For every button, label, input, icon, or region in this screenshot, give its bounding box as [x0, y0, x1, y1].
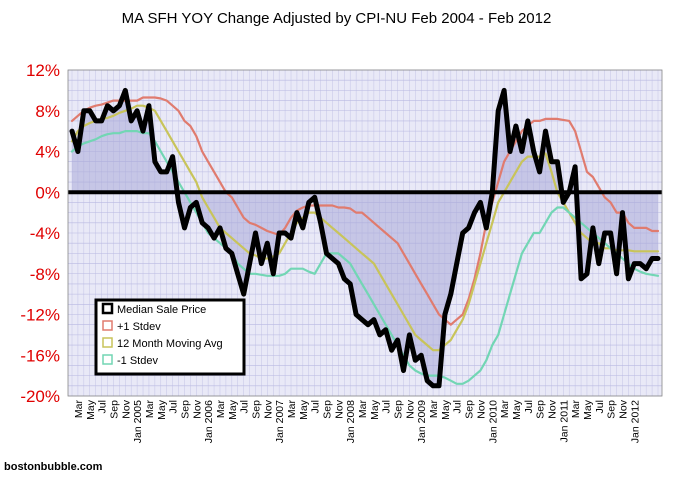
x-tick-label: Sep: [464, 400, 476, 419]
x-tick-label: Jul: [239, 400, 251, 413]
median-price-area-fill: [72, 90, 658, 386]
y-tick-label: -20%: [20, 387, 60, 406]
x-tick-label: Sep: [179, 400, 191, 419]
legend-box: [94, 298, 246, 376]
x-tick-label: May: [511, 399, 523, 420]
x-tick-label: May: [369, 399, 381, 420]
chart-title: MA SFH YOY Change Adjusted by CPI-NU Feb…: [121, 10, 552, 27]
x-tick-label: Jul: [381, 400, 393, 413]
legend-swatch: [102, 320, 113, 331]
x-tick-label: Jul: [97, 400, 109, 413]
x-tick-label: Nov: [120, 399, 132, 418]
x-tick-label: Jan 2009: [416, 400, 428, 443]
legend: Median Sale Price +1 Stdev 12 Month Moving…: [94, 298, 246, 376]
legend-swatch: [102, 354, 113, 365]
x-tick-label: Mar: [428, 400, 440, 419]
x-tick-label: Mar: [499, 400, 511, 419]
x-tick-label: Jan 2008: [345, 400, 357, 443]
x-tick-label: Mar: [144, 400, 156, 419]
x-tick-label: Sep: [393, 400, 405, 419]
y-tick-label: 12%: [26, 61, 60, 80]
legend-label: +1 Stdev: [117, 321, 161, 333]
legend-label: Median Sale Price: [117, 304, 206, 316]
x-tick-label: Mar: [570, 400, 582, 419]
x-tick-label: Jan 2007: [274, 400, 286, 443]
y-tick-label: 4%: [35, 143, 60, 162]
x-tick-label: Jul: [523, 400, 535, 413]
x-tick-label: Mar: [73, 400, 85, 419]
x-tick-label: Nov: [191, 399, 203, 418]
x-tick-label: May: [440, 399, 452, 420]
x-tick-label: Jul: [310, 400, 322, 413]
x-tick-label: Mar: [357, 400, 369, 419]
x-tick-label: Jan 2005: [132, 400, 144, 443]
x-tick-label: Jul: [594, 400, 606, 413]
credit-text: bostonbubble.com: [4, 461, 103, 473]
x-tick-label: Nov: [546, 399, 558, 418]
x-tick-label: Mar: [286, 400, 298, 419]
series-line-plus-1-stdev: [70, 96, 660, 326]
y-tick-label: 0%: [35, 183, 60, 202]
y-tick-label: -8%: [30, 265, 60, 284]
x-tick-label: Nov: [617, 399, 629, 418]
y-tick-label: -4%: [30, 224, 60, 243]
x-tick-label: Sep: [535, 400, 547, 419]
x-tick-label: Nov: [475, 399, 487, 418]
x-tick-label: Jan 2010: [487, 400, 499, 443]
legend-swatch: [101, 302, 114, 315]
x-tick-label: May: [298, 399, 310, 420]
y-tick-label: -12%: [20, 306, 60, 325]
x-tick-label: Sep: [108, 400, 120, 419]
y-tick-label: -16%: [20, 346, 60, 365]
x-tick-label: Nov: [404, 399, 416, 418]
x-tick-label: Jan 2006: [203, 400, 215, 443]
legend-label: 12 Month Moving Avg: [117, 338, 223, 350]
x-tick-label: May: [582, 399, 594, 420]
x-tick-label: Nov: [262, 399, 274, 418]
x-tick-label: Sep: [322, 400, 334, 419]
x-tick-label: Sep: [606, 400, 618, 419]
legend-label: -1 Stdev: [117, 355, 158, 367]
legend-swatch: [102, 337, 113, 348]
series-line-median-sale-price: [69, 87, 661, 389]
x-tick-label: Nov: [333, 399, 345, 418]
x-tick-label: Jul: [168, 400, 180, 413]
x-tick-label: May: [227, 399, 239, 420]
x-tick-label: Mar: [215, 400, 227, 419]
x-tick-label: May: [85, 399, 97, 420]
x-tick-label: Jul: [452, 400, 464, 413]
x-tick-label: Jan 2011: [558, 400, 570, 443]
x-tick-label: Sep: [250, 400, 262, 419]
x-tick-label: May: [156, 399, 168, 420]
x-tick-label: Jan 2012: [629, 400, 641, 443]
plot-frame: [67, 69, 663, 397]
y-tick-label: 8%: [35, 102, 60, 121]
